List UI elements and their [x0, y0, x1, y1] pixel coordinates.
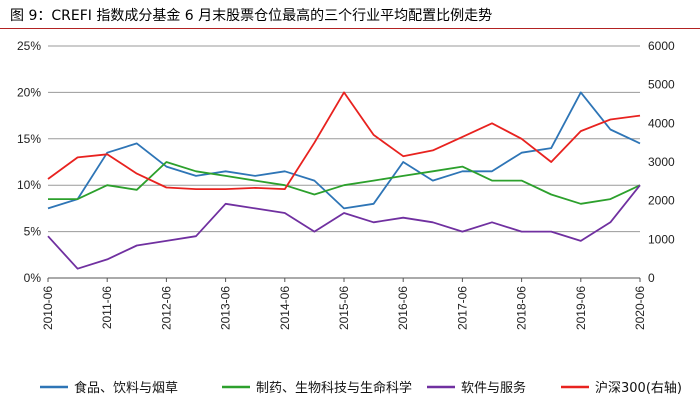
legend-label: 软件与服务 — [461, 380, 526, 396]
x-tick-label: 2013-06 — [219, 286, 233, 330]
legend-label: 制药、生物科技与生命科学 — [256, 380, 412, 396]
x-tick-label: 2014-06 — [278, 286, 292, 330]
right-tick-label: 2000 — [648, 194, 675, 208]
x-tick-label: 2020-06 — [633, 286, 647, 330]
series-line — [48, 161, 641, 205]
legend: 食品、饮料与烟草 制药、生物科技与生命科学 软件与服务 沪深300(右轴) — [40, 380, 682, 396]
left-tick-label: 5% — [24, 225, 42, 239]
right-tick-label: 0 — [648, 271, 655, 285]
legend-label: 食品、饮料与烟草 — [74, 380, 178, 396]
line-chart: 0% 5% 10% 15% 20% 25% 0 1000 2000 3000 4000 5000 60… — [17, 39, 682, 396]
left-tick-label: 10% — [17, 178, 41, 192]
left-tick-label: 25% — [17, 39, 41, 53]
right-tick-label: 5000 — [648, 78, 675, 92]
series-lines — [47, 91, 641, 270]
x-tick-label: 2012-06 — [159, 286, 173, 330]
left-tick-label: 15% — [17, 132, 41, 146]
series-line — [47, 91, 641, 210]
left-tick-label: 0% — [24, 271, 42, 285]
right-tick-label: 6000 — [648, 39, 675, 53]
series-line — [47, 91, 641, 191]
left-axis-ticks: 0% 5% 10% 15% 20% 25% — [17, 39, 41, 285]
legend-label: 沪深300(右轴) — [595, 380, 682, 396]
right-tick-label: 1000 — [648, 232, 675, 246]
x-axis-ticks: 2010-06 2011-06 2012-06 2013-06 2014-06 2015-… — [41, 278, 647, 330]
x-tick-label: 2017-06 — [455, 286, 469, 330]
right-tick-label: 4000 — [648, 116, 675, 130]
left-tick-label: 20% — [17, 85, 41, 99]
x-tick-label: 2015-06 — [337, 286, 351, 330]
x-tick-label: 2010-06 — [41, 286, 55, 330]
x-tick-label: 2011-06 — [100, 286, 114, 329]
title-bar: 图 9：CREFI 指数成分基金 6 月末股票仓位最高的三个行业平均配置比例走势 — [0, 0, 700, 29]
x-tick-label: 2019-06 — [574, 286, 588, 330]
x-tick-label: 2016-06 — [396, 286, 410, 330]
right-tick-label: 3000 — [648, 155, 675, 169]
series-line — [47, 184, 641, 270]
right-axis-ticks: 0 1000 2000 3000 4000 5000 6000 — [648, 39, 675, 285]
x-tick-label: 2018-06 — [515, 286, 529, 330]
chart-title: 图 9：CREFI 指数成分基金 6 月末股票仓位最高的三个行业平均配置比例走势 — [10, 8, 493, 24]
